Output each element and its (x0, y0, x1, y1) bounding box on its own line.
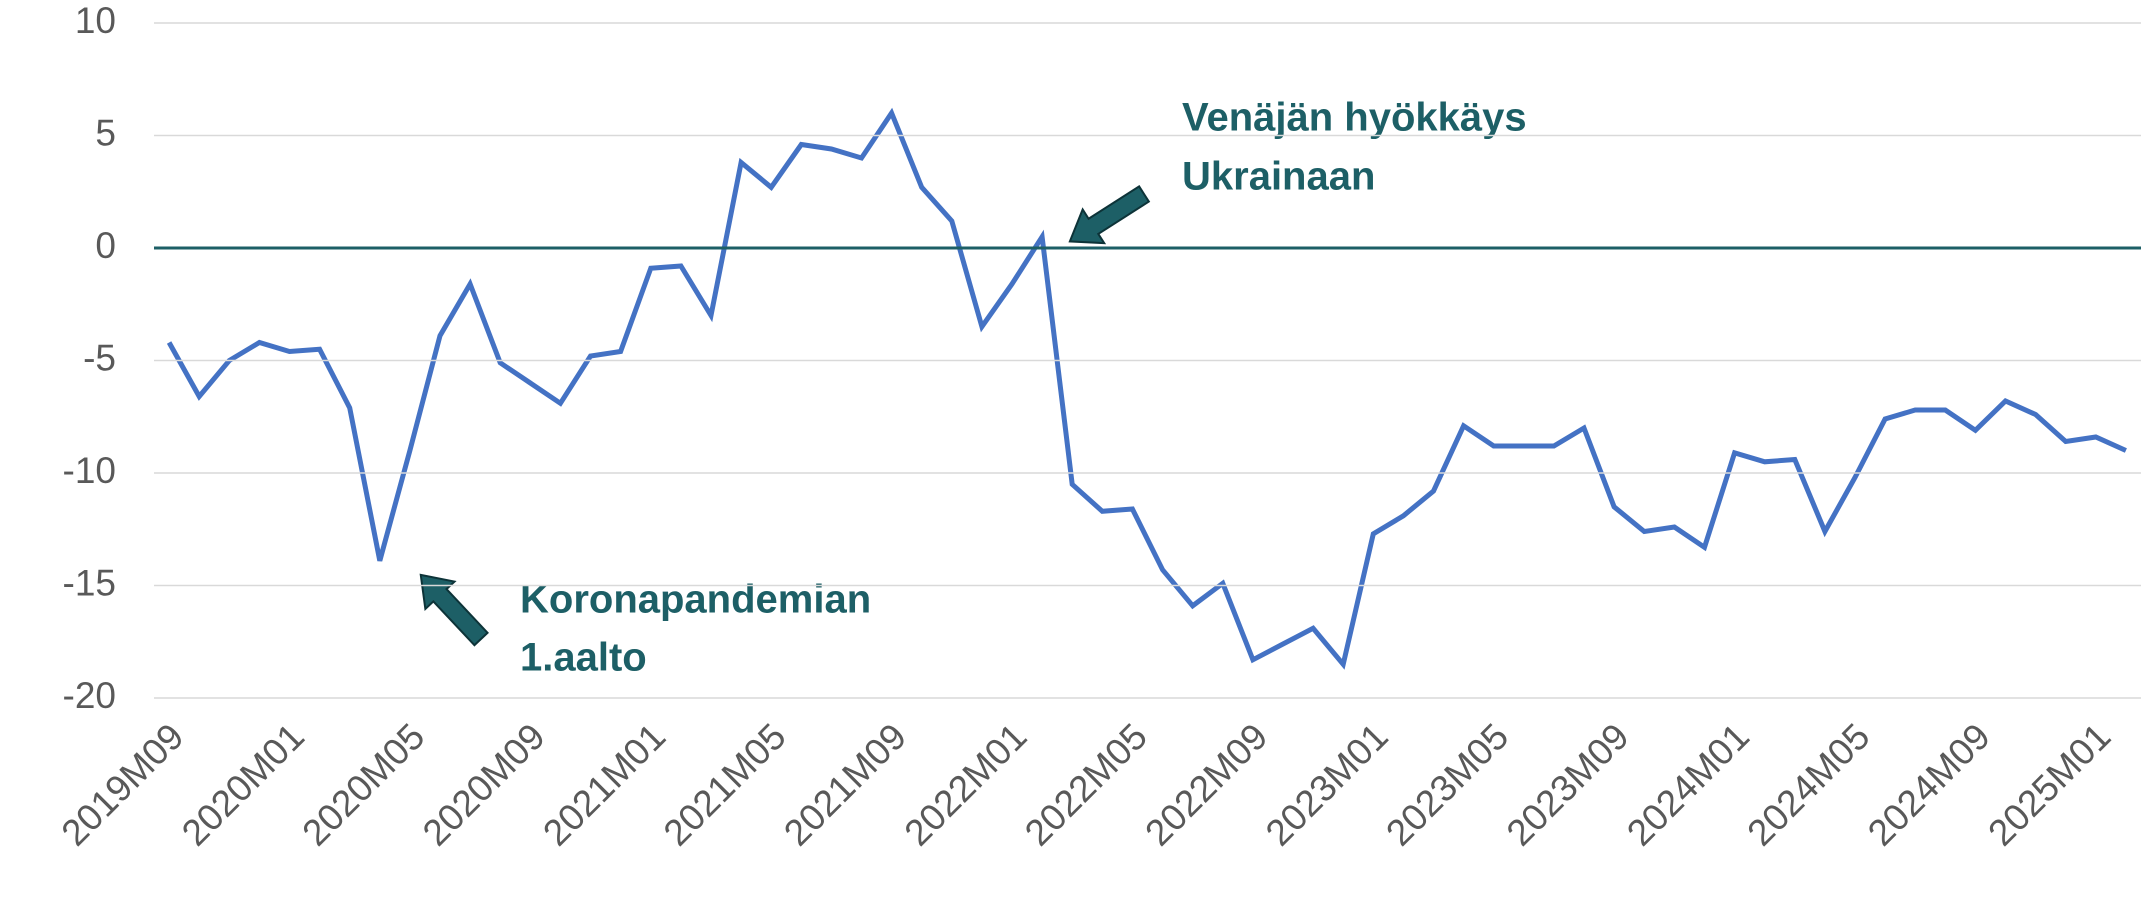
annotation: Koronapandemian (520, 578, 871, 622)
x-tick-label: 2024M01 (1619, 716, 1757, 854)
x-tick-label: 2020M05 (294, 716, 432, 854)
arrow (1068, 185, 1151, 245)
arrow-shape (419, 573, 489, 647)
y-tick-label: 5 (95, 112, 116, 153)
line (166, 107, 2127, 670)
y-tick-label: -15 (63, 562, 116, 603)
annotation: Venäjän hyökkäys (1182, 96, 1527, 140)
x-tick-label: 2025M01 (1980, 716, 2118, 854)
x-tick-label: 2021M05 (656, 716, 794, 854)
x-tick-label: 2022M05 (1017, 716, 1155, 854)
y-tick-label: -20 (63, 675, 116, 716)
y-tick-label: 10 (75, 0, 116, 41)
x-tick-label: 2022M01 (897, 716, 1035, 854)
x-tick-label: 2023M09 (1499, 716, 1637, 854)
x-tick-label: 2023M05 (1378, 716, 1516, 854)
x-tick-label: 2024M05 (1739, 716, 1877, 854)
arrow (419, 573, 489, 647)
x-tick-label: 2023M01 (1258, 716, 1396, 854)
x-tick-label: 2020M01 (174, 716, 312, 854)
y-tick-label: 0 (95, 225, 116, 266)
x-tick-label: 2024M09 (1860, 716, 1998, 854)
x-tick-label: 2022M09 (1137, 716, 1275, 854)
x-tick-label: 2019M09 (54, 716, 192, 854)
annotation: 1.aalto (520, 636, 647, 680)
arrow-shape (1068, 185, 1151, 245)
y-tick-label: -5 (83, 337, 116, 378)
x-tick-label: 2021M01 (535, 716, 673, 854)
x-tick-label: 2021M09 (776, 716, 914, 854)
x-tick-label: 2020M09 (415, 716, 553, 854)
annotation: Ukrainaan (1182, 155, 1375, 199)
y-tick-label: -10 (63, 450, 116, 491)
